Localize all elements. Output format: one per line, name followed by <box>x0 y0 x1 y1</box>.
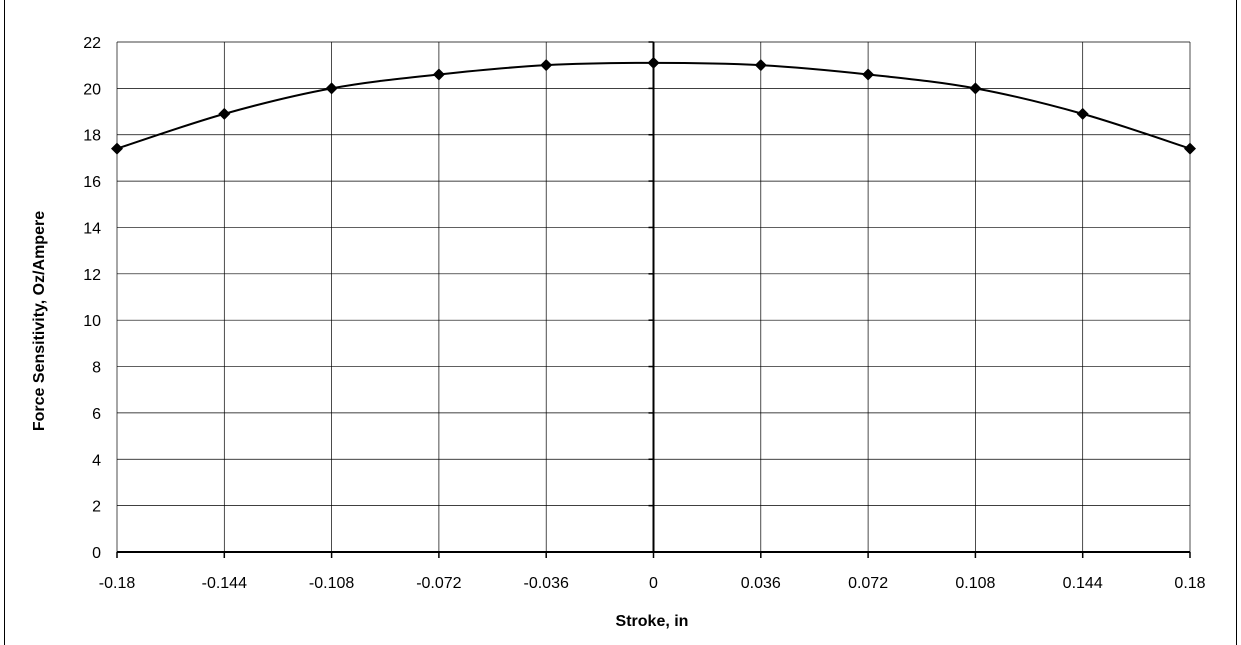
x-tick-label: -0.036 <box>524 575 569 592</box>
x-tick-label: -0.108 <box>309 575 354 592</box>
y-tick-label: 14 <box>83 220 101 237</box>
axes <box>116 41 1191 558</box>
data-point-marker <box>969 82 982 95</box>
y-tick-label: 10 <box>83 313 101 330</box>
data-point-marker <box>1184 142 1196 155</box>
y-tick-label: 2 <box>92 499 101 516</box>
x-tick-label: 0.108 <box>955 575 995 592</box>
y-tick-label: 8 <box>92 360 101 377</box>
x-tick-label: -0.072 <box>416 575 461 592</box>
y-tick-label: 18 <box>83 128 101 145</box>
x-tick-label: 0.072 <box>848 575 888 592</box>
data-point-marker <box>647 56 660 69</box>
x-axis-title: Stroke, in <box>616 613 689 630</box>
data-point-marker <box>540 59 553 72</box>
x-tick-label: 0 <box>649 575 658 592</box>
data-series <box>111 56 1196 155</box>
data-point-marker <box>325 82 338 95</box>
y-tick-label: 0 <box>92 545 101 562</box>
data-point-marker <box>1076 107 1089 120</box>
x-tick-label: 0.036 <box>741 575 781 592</box>
x-tick-label: 0.144 <box>1063 575 1103 592</box>
tick-labels: 0 2 4 6 8 10 12 14 16 18 20 22 -0.18 -0.144 -0.108 -0.0… <box>83 35 1205 592</box>
data-point-marker <box>111 142 123 155</box>
x-tick-label: -0.18 <box>99 575 136 592</box>
y-tick-label: 6 <box>92 406 101 423</box>
y-tick-label: 4 <box>92 452 101 469</box>
x-tick-label: -0.144 <box>202 575 247 592</box>
x-tick-label: 0.18 <box>1174 575 1205 592</box>
data-point-marker <box>432 68 445 81</box>
y-tick-label: 20 <box>83 81 101 98</box>
y-tick-label: 12 <box>83 267 101 284</box>
y-axis-title: Force Sensitivity, Oz/Ampere <box>31 211 48 431</box>
data-point-marker <box>754 59 767 72</box>
y-tick-label: 22 <box>83 35 101 52</box>
y-tick-label: 16 <box>83 174 101 191</box>
data-point-marker <box>218 107 231 120</box>
data-point-marker <box>862 68 875 81</box>
